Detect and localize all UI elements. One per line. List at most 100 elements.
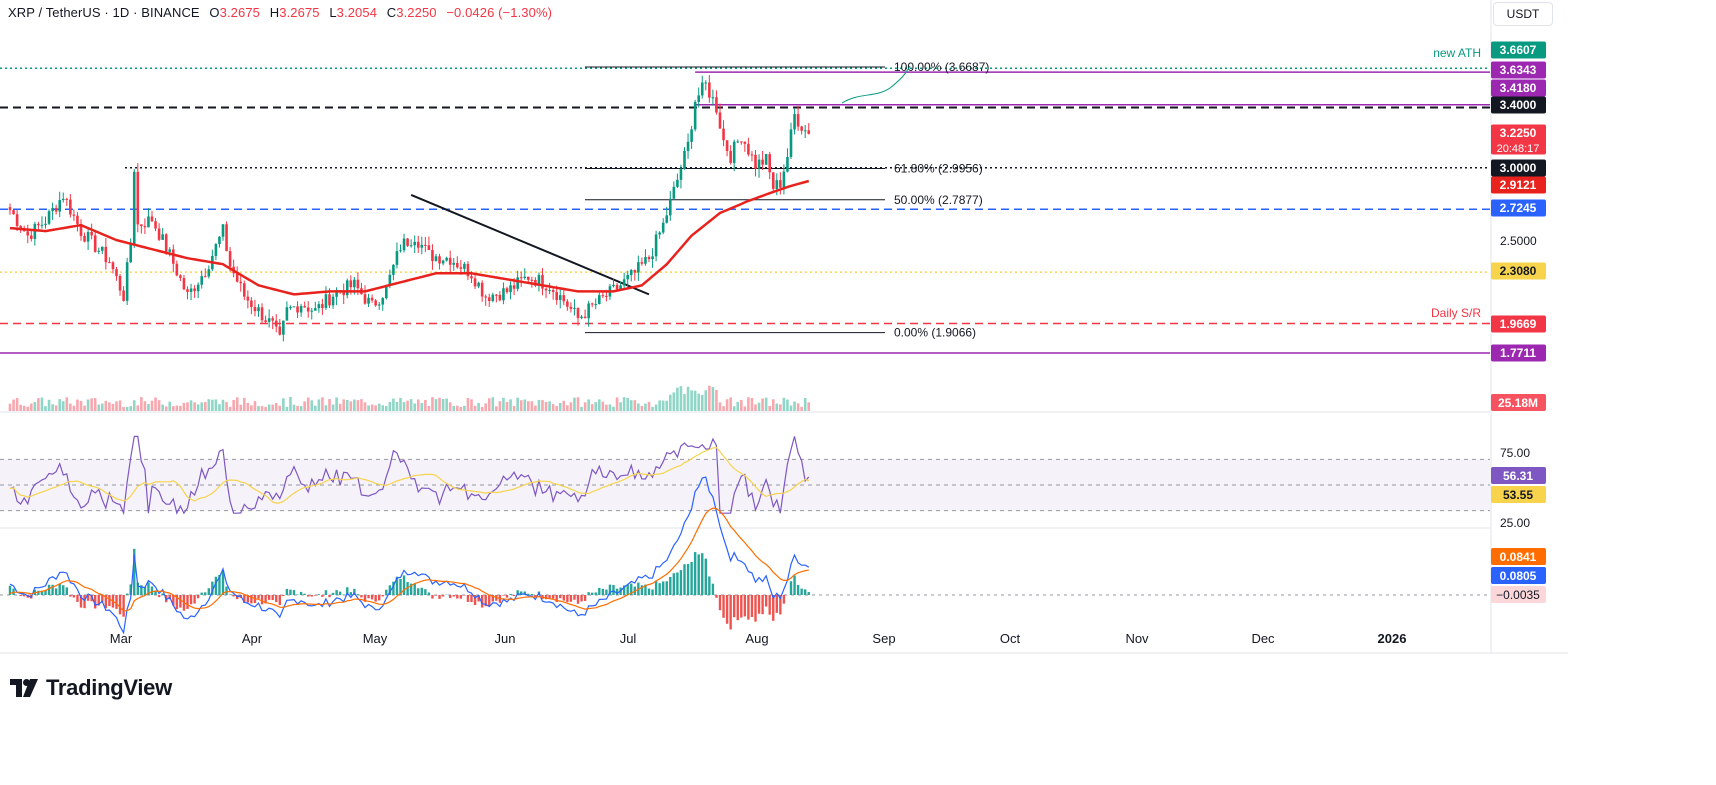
- volume-bar: [399, 397, 402, 411]
- macd-histogram-bar: [708, 576, 711, 595]
- candle-body: [385, 285, 388, 299]
- candle-body: [598, 295, 601, 305]
- candle-body: [392, 264, 395, 275]
- volume-bar: [26, 406, 30, 411]
- macd-histogram-bar: [179, 595, 182, 608]
- macd-histogram-bar: [757, 595, 761, 614]
- candle-body: [37, 223, 40, 226]
- volume-bar: [651, 406, 654, 411]
- macd-histogram-bar: [90, 595, 93, 602]
- low-label: L: [329, 5, 337, 20]
- volume-bar: [686, 386, 690, 411]
- candle-body: [672, 186, 676, 199]
- volume-bar: [562, 400, 566, 411]
- macd-histogram-bar: [576, 595, 580, 604]
- macd-histogram-bar: [147, 582, 150, 595]
- candle-body: [420, 244, 424, 248]
- time-axis-label: Jun: [495, 631, 516, 646]
- volume-bar: [143, 401, 147, 411]
- candle-body: [715, 97, 718, 113]
- volume-bar: [342, 399, 345, 411]
- macd-histogram-bar: [754, 595, 757, 622]
- volume-bar: [324, 405, 328, 411]
- macd-value-label: 0.0805: [1500, 569, 1537, 583]
- volume-bar: [168, 401, 172, 411]
- candle-body: [477, 282, 480, 287]
- candle-body: [566, 301, 569, 307]
- candle-body: [8, 207, 12, 211]
- macd-histogram-bar: [225, 586, 228, 595]
- candle-body: [573, 307, 576, 309]
- currency-button[interactable]: USDT: [1493, 2, 1553, 26]
- moving-average-line: [9, 179, 810, 296]
- macd-histogram-bar: [544, 595, 548, 600]
- candle-body: [356, 279, 360, 289]
- volume-bar: [750, 397, 754, 411]
- macd-histogram-bar: [640, 585, 644, 595]
- volume-bar: [285, 406, 289, 411]
- macd-value-tag: [1491, 567, 1546, 584]
- macd-histogram-bar: [8, 585, 12, 595]
- volume-bar: [601, 401, 605, 411]
- macd-histogram-bar: [622, 585, 626, 595]
- candle-body: [448, 257, 452, 265]
- macd-histogram-bar: [516, 590, 519, 595]
- candle-body: [686, 141, 690, 151]
- macd-histogram-bar: [374, 595, 377, 602]
- candle-body: [502, 288, 505, 301]
- macd-histogram-bar: [417, 588, 420, 595]
- macd-histogram-bar: [349, 592, 352, 595]
- price-tag-label: 3.2250: [1500, 126, 1537, 140]
- projection-path: [841, 65, 911, 104]
- volume-bar: [459, 406, 463, 411]
- volume-bar: [115, 401, 118, 411]
- candle-body: [278, 326, 282, 335]
- volume-bar: [573, 397, 576, 411]
- candle-body: [44, 223, 47, 225]
- volume-bar: [576, 397, 580, 411]
- price-tag-label: 2.3080: [1500, 264, 1537, 278]
- price-tag-label: 1.7711: [1500, 346, 1536, 360]
- volume-bar: [61, 401, 65, 411]
- candle-body: [164, 234, 168, 252]
- time-axis-label: Aug: [745, 631, 768, 646]
- volume-bar: [150, 400, 154, 411]
- rsi-ma-label: 53.55: [1503, 488, 1533, 502]
- macd-histogram-bar: [431, 595, 434, 599]
- macd-histogram-bar: [736, 595, 739, 621]
- macd-histogram-bar: [338, 591, 342, 595]
- macd-histogram-bar: [598, 587, 601, 595]
- macd-histogram-bar: [772, 595, 775, 621]
- candle-body: [129, 243, 132, 263]
- volume-bar: [768, 405, 771, 411]
- volume-bar: [534, 405, 537, 411]
- candle-body: [108, 262, 111, 264]
- volume-bar: [132, 400, 136, 411]
- macd-histogram-bar: [800, 588, 803, 595]
- volume-bar: [544, 401, 548, 411]
- price-tag-2.7245: [1491, 199, 1546, 217]
- volume-bar: [271, 404, 274, 411]
- volume-bar: [708, 385, 711, 411]
- candle-body: [491, 294, 495, 302]
- macd-histogram-bar: [285, 588, 289, 595]
- candle-body: [750, 154, 754, 156]
- macd-histogram-bar: [555, 595, 558, 603]
- volume-bar: [793, 401, 796, 411]
- volume-bar: [441, 399, 445, 411]
- candle-body: [651, 256, 654, 260]
- macd-histogram-bar: [559, 595, 562, 599]
- candle-body: [587, 303, 590, 319]
- tradingview-logo[interactable]: TradingView: [10, 674, 172, 702]
- price-tag-label: 3.6607: [1500, 43, 1537, 57]
- candle-body: [282, 320, 285, 335]
- macd-histogram-bar: [424, 589, 427, 595]
- price-tag-3.6607: [1491, 41, 1546, 59]
- volume-bar: [456, 405, 459, 411]
- macd-histogram-bar: [733, 595, 736, 618]
- volume-bar: [612, 406, 615, 411]
- candle-body: [140, 224, 143, 227]
- candle-body: [793, 114, 796, 130]
- macd-histogram-bar: [218, 574, 221, 595]
- chart-canvas[interactable]: 100.00% (3.6687) 61.80% (2.9956) 50.00% (2…: [0, 0, 1568, 708]
